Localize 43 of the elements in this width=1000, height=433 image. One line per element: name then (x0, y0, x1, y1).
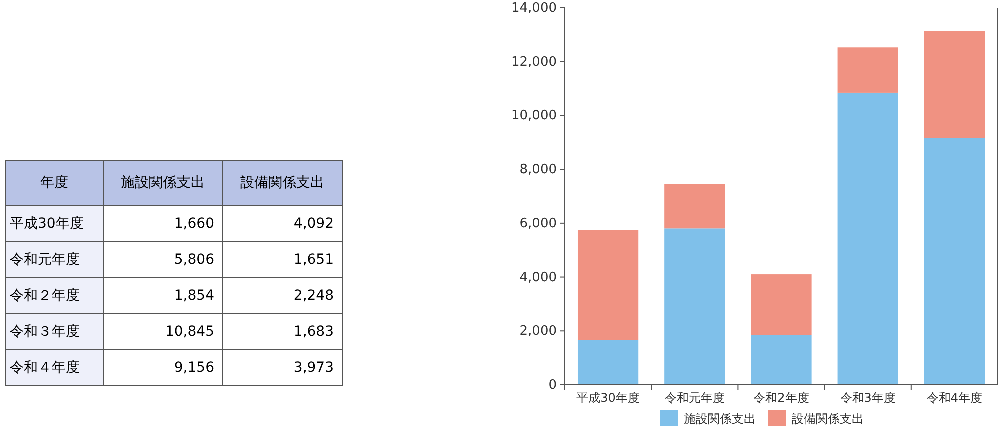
y-tick-label: 0 (548, 378, 557, 393)
data-label: 3,973 (222, 350, 342, 386)
bar (751, 274, 812, 336)
y-tick-label: 2,000 (520, 324, 557, 340)
text: 設備関係支出 (222, 160, 342, 206)
y-tick-label: 14,000 (512, 1, 557, 16)
category-label: 令和元年度 (6, 242, 104, 278)
bar (924, 138, 986, 385)
bar (751, 335, 812, 385)
data-label: 1,683 (222, 314, 342, 350)
data-label: 5,806 (103, 242, 223, 278)
category-label: 令和４年度 (6, 350, 104, 386)
data-label: 1,651 (222, 242, 342, 278)
category-label: 平成30年度 (6, 206, 104, 242)
data-label: 1,660 (103, 206, 223, 242)
text: 年度 (6, 160, 104, 206)
x-tick-label: 令和3年度 (840, 391, 896, 405)
bar (664, 184, 726, 229)
x-tick-label: 令和元年度 (664, 391, 725, 405)
x-tick-label: 令和2年度 (754, 391, 810, 405)
x-tick-label: 令和4年度 (926, 391, 983, 405)
y-tick-label: 4,000 (520, 270, 557, 286)
bar (578, 340, 639, 385)
data-label: 9,156 (103, 350, 223, 386)
y-tick-label: 10,000 (512, 108, 557, 124)
legend-label: 施設関係支出 (684, 412, 756, 426)
y-tick-label: 6,000 (520, 216, 557, 232)
category-label: 令和２年度 (6, 278, 104, 314)
text: 施設関係支出 (103, 160, 223, 206)
y-tick-label: 12,000 (512, 54, 557, 70)
x-tick-label: 平成30年度 (576, 391, 640, 405)
category-label: 令和３年度 (6, 314, 104, 350)
data-label: 2,248 (222, 278, 342, 314)
bar (838, 48, 898, 93)
data-label: 10,845 (103, 314, 223, 350)
legend-label: 設備関係支出 (792, 412, 864, 426)
bar (664, 228, 726, 385)
data-label: 1,854 (103, 278, 223, 314)
bar (838, 92, 898, 385)
bar (578, 230, 639, 340)
y-tick-label: 8,000 (520, 162, 557, 178)
bar (924, 31, 986, 138)
data-label: 4,092 (222, 206, 342, 242)
